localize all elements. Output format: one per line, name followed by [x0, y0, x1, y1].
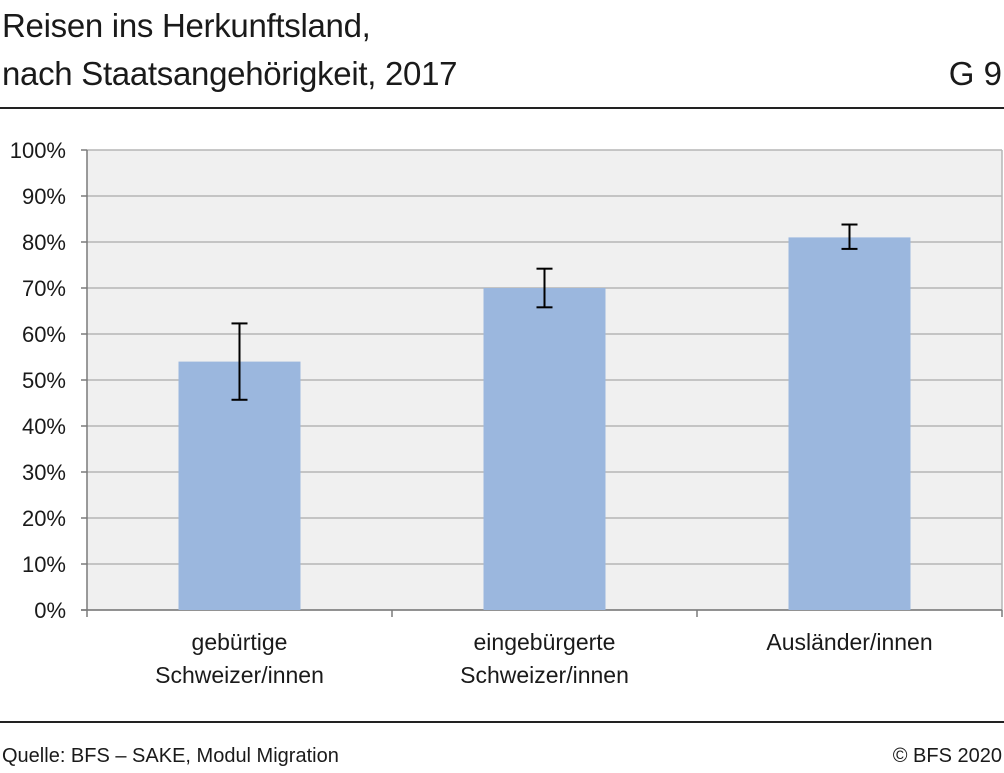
y-tick-label: 40%: [22, 414, 66, 439]
bar: [788, 237, 911, 610]
chart-title: Reisen ins Herkunftsland, nach Staatsang…: [2, 2, 457, 98]
x-category-label: eingebürgerte Schweizer/innen: [460, 629, 629, 688]
copyright-note: © BFS 2020: [892, 745, 1002, 767]
y-tick-label: 50%: [22, 368, 66, 393]
chart-title-line2: nach Staatsangehörigkeit, 2017: [2, 55, 458, 92]
y-tick-label: 60%: [22, 322, 66, 347]
y-tick-label: 0%: [34, 598, 66, 623]
y-tick-label: 100%: [10, 138, 66, 163]
y-tick-label: 10%: [22, 552, 66, 577]
chart-number: G 9: [948, 55, 1002, 92]
x-category-label-line: Schweizer/innen: [460, 662, 629, 688]
x-category-label-line: eingebürgerte: [474, 629, 616, 655]
y-tick-label: 90%: [22, 184, 66, 209]
source-note: Quelle: BFS – SAKE, Modul Migration: [2, 745, 339, 767]
x-category-label-line: Ausländer/innen: [766, 629, 932, 655]
x-category-label: Ausländer/innen: [766, 629, 932, 655]
header-divider: [0, 107, 1004, 109]
footer-divider: [0, 721, 1004, 723]
y-tick-label: 20%: [22, 506, 66, 531]
x-category-label: gebürtige Schweizer/innen: [155, 629, 324, 688]
x-category-label-line: gebürtige: [192, 629, 288, 655]
y-tick-label: 70%: [22, 276, 66, 301]
bar: [178, 361, 301, 610]
chart-title-line1: Reisen ins Herkunftsland,: [2, 7, 371, 44]
bar: [483, 288, 606, 610]
x-category-label-line: Schweizer/innen: [155, 662, 324, 688]
y-tick-label: 80%: [22, 230, 66, 255]
y-tick-label: 30%: [22, 460, 66, 485]
